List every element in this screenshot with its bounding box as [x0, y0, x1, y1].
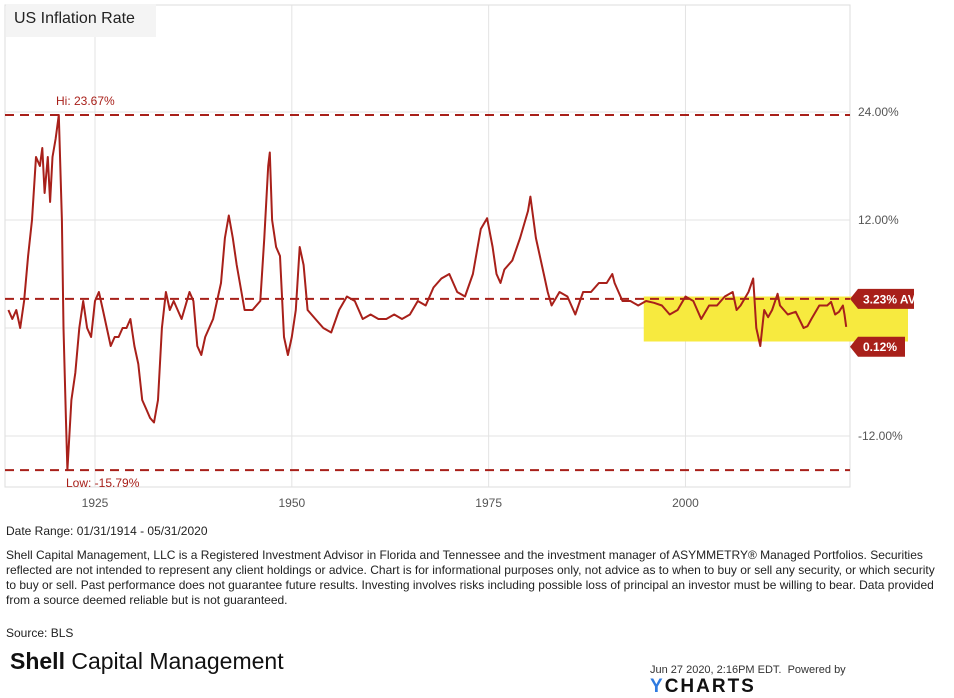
chart-title: US Inflation Rate	[14, 10, 135, 27]
last-value-label: 0.12%	[863, 340, 897, 354]
powered-by: Powered by	[787, 664, 846, 676]
disclaimer: Shell Capital Management, LLC is a Regis…	[6, 548, 935, 607]
low-label: Low: -15.79%	[66, 476, 140, 490]
title-box	[6, 4, 156, 37]
source: Source: BLS	[6, 626, 74, 640]
hi-label: Hi: 23.67%	[56, 94, 115, 108]
ycharts-rest: CHARTS	[664, 676, 756, 697]
plot-area	[4, 4, 851, 488]
inflation-chart: 1925 1950 1975 2000 24.00% 12.00% -12.00% Hi: 2…	[4, 4, 925, 510]
footer: Jun 27 2020, 2:16PM EDT. Powered by YCHA…	[650, 664, 954, 698]
date-range: Date Range: 01/31/1914 - 05/31/2020	[6, 524, 208, 538]
ycharts-y: Y	[650, 676, 665, 697]
y-tick-label: 24.00%	[858, 105, 899, 119]
logo-bold: Shell	[10, 648, 65, 674]
avg-label: 3.23% AVG	[863, 292, 925, 306]
timestamp: Jun 27 2020, 2:16PM EDT.	[650, 664, 782, 676]
y-tick-label: -12.00%	[858, 429, 903, 443]
x-tick-label: 1975	[475, 496, 502, 510]
x-tick-label: 1950	[278, 496, 305, 510]
avg-label-box	[850, 288, 914, 309]
last-value-label-box	[850, 336, 905, 357]
y-tick-label: 12.00%	[858, 213, 899, 227]
logo-rest: Capital Management	[64, 648, 284, 674]
series-line	[7, 114, 848, 472]
ycharts-logo[interactable]: YCHARTS	[650, 676, 756, 697]
shell-logo: Shell Capital Management	[10, 648, 284, 675]
x-tick-label: 1925	[82, 496, 109, 510]
x-tick-label: 2000	[672, 496, 699, 510]
